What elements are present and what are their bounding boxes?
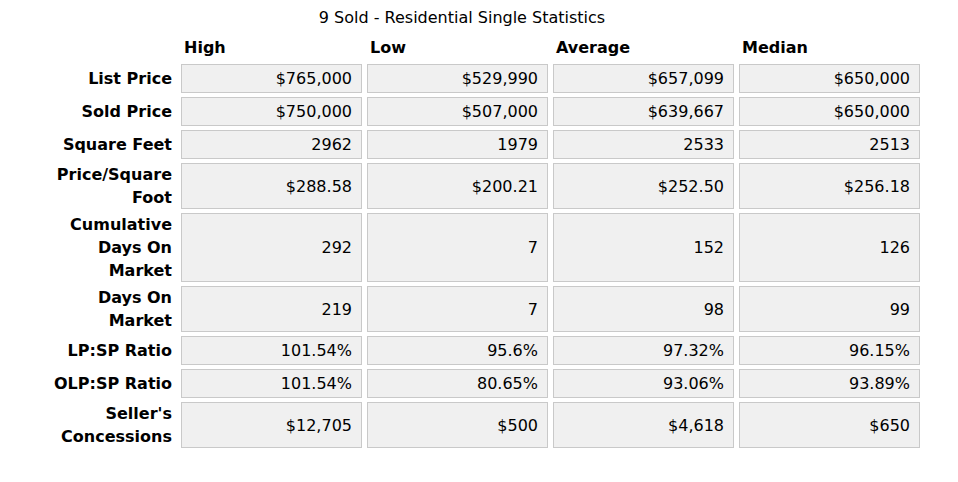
stat-cell-list-price-high: $765,000	[181, 64, 362, 93]
row-label-price-per-square-foot: Price/Square Foot	[0, 163, 176, 209]
report-title: 9 Sold - Residential Single Statistics	[0, 7, 924, 29]
stat-cell-square-feet-median: 2513	[739, 130, 920, 159]
stat-cell-cumulative-days-on-market-average: 152	[553, 213, 734, 282]
stat-cell-cumulative-days-on-market-median: 126	[739, 213, 920, 282]
stat-cell-sellers-concessions-high: $12,705	[181, 402, 362, 448]
stat-cell-price-per-square-foot-average: $252.50	[553, 163, 734, 209]
stat-cell-sold-price-high: $750,000	[181, 97, 362, 126]
row-label-lp-sp-ratio: LP:SP Ratio	[0, 336, 176, 365]
stat-cell-sellers-concessions-median: $650	[739, 402, 920, 448]
column-header-low: Low	[367, 36, 548, 60]
row-label-cumulative-days-on-market: Cumulative Days On Market	[0, 213, 176, 282]
stat-cell-days-on-market-high: 219	[181, 286, 362, 332]
row-label-days-on-market: Days On Market	[0, 286, 176, 332]
stat-cell-square-feet-high: 2962	[181, 130, 362, 159]
stat-cell-sold-price-average: $639,667	[553, 97, 734, 126]
stat-cell-price-per-square-foot-median: $256.18	[739, 163, 920, 209]
header-spacer	[0, 36, 176, 60]
stat-cell-list-price-median: $650,000	[739, 64, 920, 93]
stat-cell-sellers-concessions-average: $4,618	[553, 402, 734, 448]
row-label-sold-price: Sold Price	[0, 97, 176, 126]
stat-cell-cumulative-days-on-market-low: 7	[367, 213, 548, 282]
row-label-list-price: List Price	[0, 64, 176, 93]
stat-cell-list-price-low: $529,990	[367, 64, 548, 93]
stat-cell-days-on-market-average: 98	[553, 286, 734, 332]
column-header-average: Average	[553, 36, 734, 60]
stat-cell-sold-price-low: $507,000	[367, 97, 548, 126]
stat-cell-olp-sp-ratio-low: 80.65%	[367, 369, 548, 398]
stat-cell-olp-sp-ratio-average: 93.06%	[553, 369, 734, 398]
stat-cell-cumulative-days-on-market-high: 292	[181, 213, 362, 282]
stat-cell-olp-sp-ratio-median: 93.89%	[739, 369, 920, 398]
row-label-square-feet: Square Feet	[0, 130, 176, 159]
stat-cell-olp-sp-ratio-high: 101.54%	[181, 369, 362, 398]
column-header-high: High	[181, 36, 362, 60]
column-header-median: Median	[739, 36, 920, 60]
row-label-sellers-concessions: Seller's Concessions	[0, 402, 176, 448]
row-label-olp-sp-ratio: OLP:SP Ratio	[0, 369, 176, 398]
stat-cell-sold-price-median: $650,000	[739, 97, 920, 126]
statistics-table: High Low Average Median List Price $765,…	[0, 36, 924, 448]
stat-cell-lp-sp-ratio-high: 101.54%	[181, 336, 362, 365]
stat-cell-list-price-average: $657,099	[553, 64, 734, 93]
stat-cell-days-on-market-median: 99	[739, 286, 920, 332]
stat-cell-sellers-concessions-low: $500	[367, 402, 548, 448]
stat-cell-square-feet-average: 2533	[553, 130, 734, 159]
stat-cell-lp-sp-ratio-average: 97.32%	[553, 336, 734, 365]
stat-cell-lp-sp-ratio-low: 95.6%	[367, 336, 548, 365]
stat-cell-lp-sp-ratio-median: 96.15%	[739, 336, 920, 365]
stat-cell-square-feet-low: 1979	[367, 130, 548, 159]
stat-cell-days-on-market-low: 7	[367, 286, 548, 332]
stat-cell-price-per-square-foot-low: $200.21	[367, 163, 548, 209]
stat-cell-price-per-square-foot-high: $288.58	[181, 163, 362, 209]
statistics-report: 9 Sold - Residential Single Statistics H…	[0, 0, 924, 448]
